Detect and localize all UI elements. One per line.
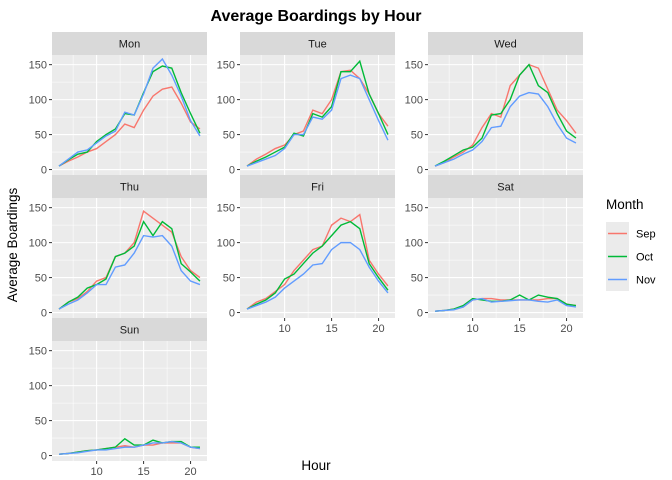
series-line-nov [246, 74, 389, 167]
x-tick-label: 10 [90, 466, 102, 478]
facet-panels: Mon050100150Tue050100150Wed050100150Thu0… [29, 32, 583, 478]
series-line-nov [434, 297, 577, 312]
y-tick-label: 50 [411, 272, 423, 284]
series-line-nov [58, 234, 201, 310]
y-tick-label: 50 [411, 129, 423, 141]
legend-label: Sep [636, 229, 656, 241]
y-tick-label: 0 [229, 307, 235, 319]
series-line-nov [434, 91, 577, 167]
y-tick-label: 100 [405, 237, 423, 249]
series-line-sep [434, 63, 577, 167]
legend: Month Sep Oct Nov [606, 197, 656, 291]
legend-item-oct: Oct [606, 245, 653, 268]
facet-strip [240, 32, 395, 55]
facet-strip [240, 175, 395, 198]
facet-label: Fri [311, 182, 324, 194]
x-tick-label: 20 [560, 323, 572, 335]
y-tick-label: 100 [217, 237, 235, 249]
x-tick-label: 10 [278, 323, 290, 335]
y-tick-label: 50 [223, 272, 235, 284]
facet-label: Mon [119, 39, 140, 51]
series-line-sep [246, 69, 389, 167]
facet-panel-wed: Wed 0 50 100 150 [405, 32, 583, 176]
y-tick-label: 50 [35, 272, 47, 284]
x-tick-label: 15 [513, 323, 525, 335]
y-tick-label: 150 [405, 202, 423, 214]
facet-label: Sun [120, 325, 140, 337]
y-tick-label: 50 [223, 129, 235, 141]
x-axis-title: Hour [301, 458, 331, 473]
legend-item-nov: Nov [606, 268, 656, 291]
facet-panel-tue: Tue 0 50 100 150 [217, 32, 395, 176]
facet-panel-sat: Sat 0 50 100 150 10 15 20 [405, 175, 583, 335]
series-line-oct [246, 59, 389, 167]
series-line-nov [58, 440, 201, 455]
series-line-nov [246, 241, 389, 310]
y-axis-title: Average Boardings [5, 187, 20, 302]
x-tick-label: 20 [372, 323, 384, 335]
legend-item-sep: Sep [606, 222, 656, 245]
facet-panel-fri: Fri 0 50 100 150 10 15 20 [217, 175, 395, 335]
facet-strip [52, 32, 207, 55]
facet-label: Wed [494, 39, 516, 51]
series-line-sep [246, 213, 389, 310]
y-tick-label: 150 [405, 59, 423, 71]
facet-label: Thu [120, 182, 139, 194]
legend-title: Month [606, 197, 644, 212]
y-tick-label: 0 [41, 164, 47, 176]
y-tick-label: 100 [29, 237, 47, 249]
y-tick-label: 150 [29, 59, 47, 71]
x-tick-label: 20 [184, 466, 196, 478]
facet-strip [428, 32, 583, 55]
y-tick-label: 150 [217, 59, 235, 71]
y-tick-label: 0 [417, 307, 423, 319]
legend-label: Oct [636, 252, 653, 264]
y-tick-label: 0 [417, 164, 423, 176]
y-tick-label: 0 [41, 450, 47, 462]
facet-label: Tue [308, 39, 327, 51]
y-tick-label: 0 [229, 164, 235, 176]
x-tick-label: 15 [325, 323, 337, 335]
facet-strip [52, 175, 207, 198]
facet-panel-thu: Thu 0 50 100 150 [29, 175, 207, 319]
facet-panel-mon: Mon 0 50 100 150 [29, 32, 207, 176]
y-tick-label: 100 [29, 380, 47, 392]
series-line-sep [58, 86, 201, 167]
y-tick-label: 100 [29, 94, 47, 106]
facet-strip [428, 175, 583, 198]
y-tick-label: 100 [405, 94, 423, 106]
facet-label: Sat [497, 182, 514, 194]
y-tick-label: 100 [217, 94, 235, 106]
legend-label: Nov [636, 275, 656, 287]
y-tick-label: 150 [29, 345, 47, 357]
y-tick-label: 50 [35, 415, 47, 427]
y-tick-label: 150 [29, 202, 47, 214]
x-tick-label: 10 [466, 323, 478, 335]
series-line-oct [246, 220, 389, 310]
series-line-oct [434, 63, 577, 167]
series-line-nov [58, 57, 201, 167]
x-tick-label: 15 [137, 466, 149, 478]
series-line-oct [58, 220, 201, 310]
chart-title: Average Boardings by Hour [210, 8, 421, 25]
y-tick-label: 50 [35, 129, 47, 141]
facet-strip [52, 318, 207, 341]
y-tick-label: 0 [41, 307, 47, 319]
y-tick-label: 150 [217, 202, 235, 214]
facet-panel-sun: Sun 0 50 100 150 10 15 20 [29, 318, 207, 478]
